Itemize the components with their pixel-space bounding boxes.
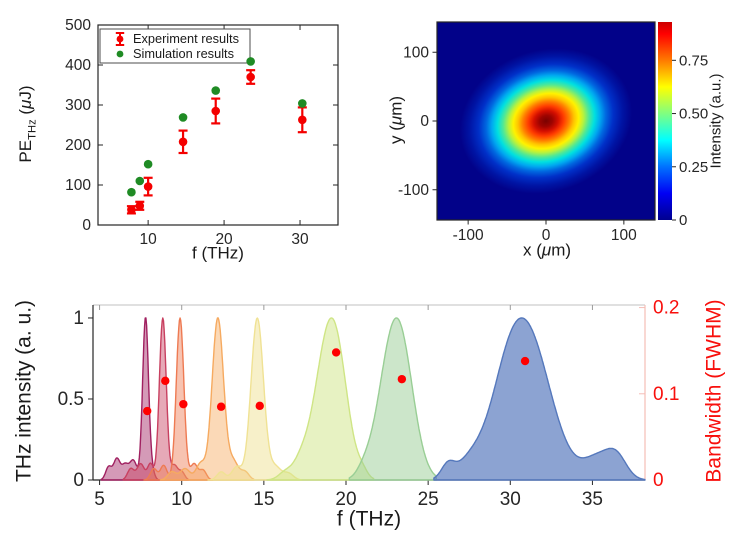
bandwidth-point <box>255 401 264 411</box>
beam-xlabel-open: ( <box>531 240 542 260</box>
y-tick-label: 0 <box>420 113 429 130</box>
y-tick-label: 500 <box>65 17 91 34</box>
spectra-left-ylabel: THz intensity (a. u.) <box>12 299 36 483</box>
energy-ylabel-pre: PE <box>16 139 36 163</box>
experiment-point <box>178 137 188 147</box>
y-tick-label: -100 <box>398 182 429 199</box>
energy-ylabel: PETHz (μJ) <box>16 85 39 163</box>
simulation-point <box>135 176 145 186</box>
simulation-point <box>143 159 153 169</box>
x-tick-label: 25 <box>418 489 439 510</box>
y-tick-label: 0 <box>82 217 91 234</box>
y-tick-right-label: 0.1 <box>653 384 679 405</box>
colorbar-tick-label: 0.50 <box>679 106 708 123</box>
energy-xlabel: f (THz) <box>192 243 244 263</box>
legend-box <box>99 28 251 64</box>
y-tick-left-label: 0.5 <box>58 389 84 410</box>
colorbar <box>658 22 672 220</box>
spectrum-peak <box>100 317 161 481</box>
bandwidth-point <box>216 402 226 411</box>
simulation-point <box>246 57 255 66</box>
experiment-point <box>143 182 153 191</box>
x-tick-label: 0 <box>542 227 551 244</box>
spectrum-peak <box>122 317 189 481</box>
experiment-point <box>211 106 221 116</box>
energy-ylabel-sub: THz <box>26 119 39 140</box>
y-tick-label: 400 <box>65 57 91 74</box>
spectrum-peak <box>143 317 214 481</box>
beam-ylabel-axis: y <box>386 135 406 145</box>
y-tick-label: 200 <box>65 137 91 154</box>
beam-ylabel: y (μm) <box>386 95 406 145</box>
colorbar-tick-label: 0.75 <box>679 52 708 69</box>
y-tick-left-label: 1 <box>73 308 84 329</box>
colorbar-tick-label: 0.25 <box>679 159 708 176</box>
spectrum-peak <box>266 317 375 481</box>
y-tick-right-label: 0 <box>653 470 664 491</box>
bandwidth-point <box>331 348 341 357</box>
bandwidth-point <box>179 399 188 409</box>
colorbar-label: Intensity (a.u.) <box>707 73 725 169</box>
x-tick-label: 35 <box>582 489 603 510</box>
legend-label-experiment: Experiment results <box>133 31 239 46</box>
simulation-point <box>178 113 188 122</box>
y-tick-label: 300 <box>65 97 91 114</box>
beam-profile-heatmap: -100 0 100 -100 0 100 0 0.25 0.50 0.75 <box>398 21 708 244</box>
bandwidth-point <box>520 356 530 366</box>
experiment-point <box>127 205 136 215</box>
energy-ylabel-close: J) <box>16 85 36 100</box>
beam-xlabel-mu: μ <box>541 240 552 260</box>
beam-xlabel-close: m) <box>551 240 572 260</box>
simulation-point <box>211 86 221 95</box>
errorbar-icon <box>116 35 124 43</box>
dot-icon <box>116 50 124 58</box>
beam-xlabel: x (μm) <box>523 242 571 259</box>
bandwidth-point <box>397 374 407 384</box>
simulation-point <box>127 187 136 197</box>
y-tick-left-label: 0 <box>73 470 84 491</box>
x-tick-label: 10 <box>171 489 192 510</box>
beam-ylabel-open: ( <box>386 125 406 136</box>
experiment-point <box>135 201 145 211</box>
legend-label-simulation: Simulation results <box>133 46 234 61</box>
simulation-point <box>298 99 307 108</box>
beam-ylabel-mu: μ <box>386 115 406 126</box>
spectrum-peak <box>348 317 438 481</box>
x-tick-label: -100 <box>453 227 484 244</box>
x-tick-label: 30 <box>500 489 521 510</box>
bandwidth-point <box>143 406 152 416</box>
beam-ellipse <box>452 42 640 200</box>
beam-ylabel-close: m) <box>386 95 406 116</box>
energy-ylabel-open: ( <box>16 108 36 120</box>
energy-ylabel-mu: μ <box>16 99 36 109</box>
experiment-point <box>298 115 307 125</box>
x-tick-label: 30 <box>291 231 309 248</box>
x-tick-label: 100 <box>611 227 637 244</box>
beam-xlabel-axis: x <box>522 240 532 260</box>
x-tick-label: 15 <box>253 489 274 510</box>
x-tick-label: 5 <box>94 489 105 510</box>
spectrum-peak <box>433 317 646 481</box>
bandwidth-point <box>161 376 170 386</box>
colorbar-tick-label: 0 <box>679 212 687 229</box>
y-tick-right-label: 0.2 <box>653 298 679 319</box>
spectra-right-ylabel: Bandwidth (FWHM) <box>702 299 726 483</box>
y-tick-label: 100 <box>65 177 91 194</box>
experiment-point <box>246 72 255 82</box>
x-tick-label: 20 <box>215 231 233 248</box>
x-tick-label: 10 <box>140 231 158 248</box>
x-tick-label: 20 <box>335 489 356 510</box>
spectra-xlabel: f (THz) <box>336 507 402 531</box>
y-tick-label: 100 <box>403 44 429 61</box>
